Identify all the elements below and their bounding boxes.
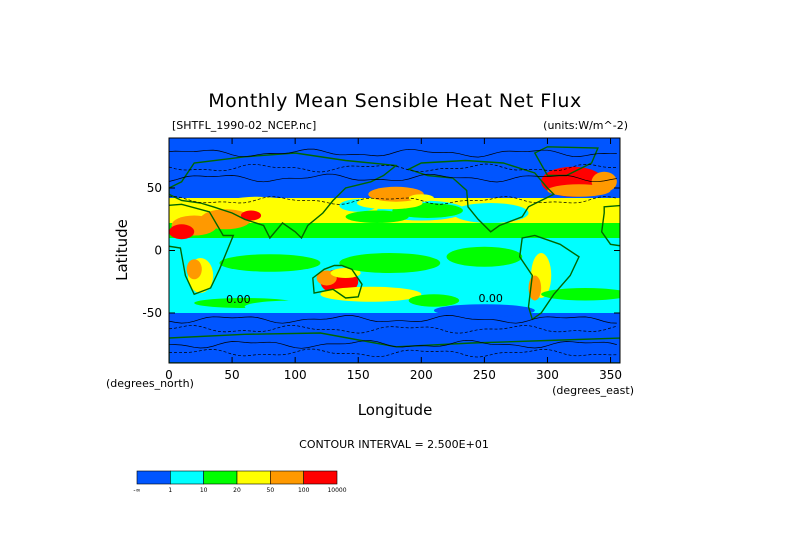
colorbar: -∞ 1 10 20 50 100 10000 <box>133 470 347 494</box>
flux-region <box>446 246 523 267</box>
contour-line <box>169 348 617 358</box>
x-tick-label: 150 <box>347 368 370 382</box>
chart-title: Monthly Mean Sensible Heat Net Flux <box>208 90 581 112</box>
contour-line <box>169 173 617 183</box>
colorbar-segment <box>303 470 338 485</box>
colorbar-label: 1 <box>168 487 172 494</box>
flux-region <box>244 300 346 313</box>
coastline-africa <box>169 203 235 296</box>
contour-line <box>169 163 617 173</box>
colorbar-label: 50 <box>267 487 275 494</box>
x-tick-label: 200 <box>410 368 433 382</box>
x-tick-label: 50 <box>224 368 239 382</box>
flux-region <box>169 224 195 240</box>
annotations: 0.00 0.00 <box>226 292 503 306</box>
flux-region <box>433 304 535 317</box>
y-tick-label: -50 <box>142 306 162 320</box>
y-axis-label: Latitude <box>113 219 131 281</box>
contour-line <box>169 196 617 205</box>
colorbar-segment <box>270 470 304 485</box>
x-tick-label: 300 <box>536 368 559 382</box>
units-label: (units:W/m^-2) <box>543 119 628 132</box>
colorbar-label: 100 <box>298 487 310 494</box>
colorbar-label: 10 <box>200 487 208 494</box>
x-tick-label: 100 <box>284 368 307 382</box>
colorbar-label: 10000 <box>327 487 346 494</box>
coastline-europe-asia <box>169 152 398 240</box>
contour-value-label: 0.00 <box>478 292 503 305</box>
coastline-south-america <box>518 234 580 321</box>
contour-line <box>169 325 617 334</box>
x-axis-label: Longitude <box>358 401 433 419</box>
contour-line <box>169 148 617 158</box>
colorbar-segment <box>170 470 204 485</box>
x-tick-label: 0 <box>165 368 173 382</box>
colorbar-segment <box>203 470 238 485</box>
flux-region <box>257 150 384 176</box>
x-unit-label: (degrees_east) <box>552 384 634 397</box>
colorbar-label: 20 <box>233 487 241 494</box>
colorbar-label: -∞ <box>133 487 140 494</box>
flux-region <box>339 253 441 273</box>
coastline-antarctica <box>169 332 620 363</box>
x-axis-ticks: 0 50 100 150 200 250 300 350 <box>165 138 622 382</box>
y-unit-label: (degrees_north) <box>106 377 194 390</box>
flux-region <box>433 153 535 178</box>
coastline-australia <box>312 264 363 299</box>
file-label: [SHTFL_1990-02_NCEP.nc] <box>172 119 316 132</box>
flux-region <box>547 184 611 197</box>
colorbar-segment <box>136 470 171 485</box>
contour-value-label: 0.00 <box>226 293 251 306</box>
flux-region <box>541 288 620 301</box>
flux-region <box>408 294 460 307</box>
flux-band <box>169 223 620 238</box>
x-tick-label: 350 <box>599 368 622 382</box>
y-tick-label: 0 <box>154 244 162 258</box>
contour-line <box>169 339 617 349</box>
y-tick-label: 50 <box>147 181 162 195</box>
flux-region <box>240 210 262 221</box>
plot-area <box>169 138 789 363</box>
contour-interval-label: CONTOUR INTERVAL = 2.500E+01 <box>299 438 489 451</box>
flux-region <box>320 286 422 302</box>
flux-region <box>345 210 409 223</box>
coastline-africa <box>600 204 620 247</box>
coastline-north-america <box>406 159 555 233</box>
flux-region <box>408 194 434 202</box>
flux-region <box>186 259 202 280</box>
y-axis-ticks: 50 0 -50 <box>142 181 620 320</box>
contour-line <box>169 315 617 324</box>
flux-region <box>219 254 321 272</box>
flux-region <box>452 203 529 223</box>
colorbar-segment <box>236 470 271 485</box>
coastline-europe-asia <box>623 153 789 238</box>
x-tick-label: 250 <box>473 368 496 382</box>
